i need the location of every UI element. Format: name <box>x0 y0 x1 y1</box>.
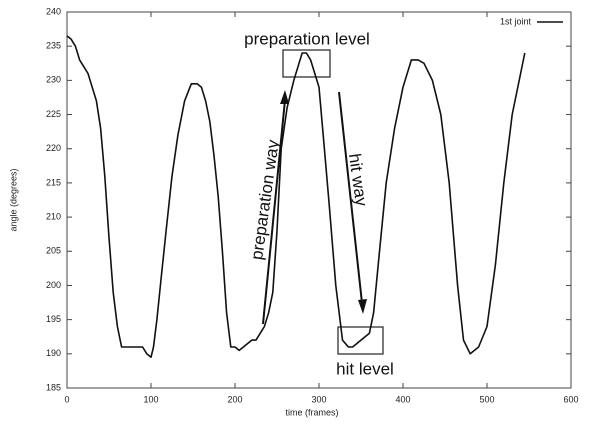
annotation: hit way <box>345 152 371 208</box>
x-tick-label: 300 <box>311 394 326 404</box>
x-tick-label: 0 <box>64 394 69 404</box>
y-tick-label: 185 <box>46 382 61 392</box>
y-tick-label: 240 <box>46 6 61 16</box>
arrow-head <box>280 90 289 104</box>
annotation-box <box>337 326 384 355</box>
legend-label: 1st joint <box>500 16 532 26</box>
plot-frame <box>66 11 572 389</box>
arrow <box>262 99 286 325</box>
annotation-box <box>282 49 331 78</box>
annotation: preparation way <box>247 138 283 261</box>
y-tick-label: 190 <box>46 348 61 358</box>
y-tick-label: 230 <box>46 75 61 85</box>
x-tick-label: 100 <box>143 394 158 404</box>
y-tick-label: 225 <box>46 109 61 119</box>
y-tick-label: 205 <box>46 246 61 256</box>
y-tick-label: 235 <box>46 41 61 51</box>
y-tick-label: 220 <box>46 143 61 153</box>
x-tick-label: 200 <box>227 394 242 404</box>
y-tick-label: 200 <box>46 280 61 290</box>
arrow <box>338 91 363 304</box>
annotation: hit level <box>336 359 394 378</box>
x-axis-label: time (frames) <box>285 407 338 417</box>
y-tick-label: 215 <box>46 177 61 187</box>
annotation: preparation level <box>244 29 370 48</box>
y-tick-label: 195 <box>46 314 61 324</box>
arrow-head <box>358 299 367 314</box>
x-tick-label: 600 <box>563 394 578 404</box>
line <box>66 35 526 358</box>
x-tick-label: 400 <box>395 394 410 404</box>
y-tick-label: 210 <box>46 211 61 221</box>
y-axis-label: angle (degrees) <box>8 168 18 231</box>
x-tick-label: 500 <box>479 394 494 404</box>
